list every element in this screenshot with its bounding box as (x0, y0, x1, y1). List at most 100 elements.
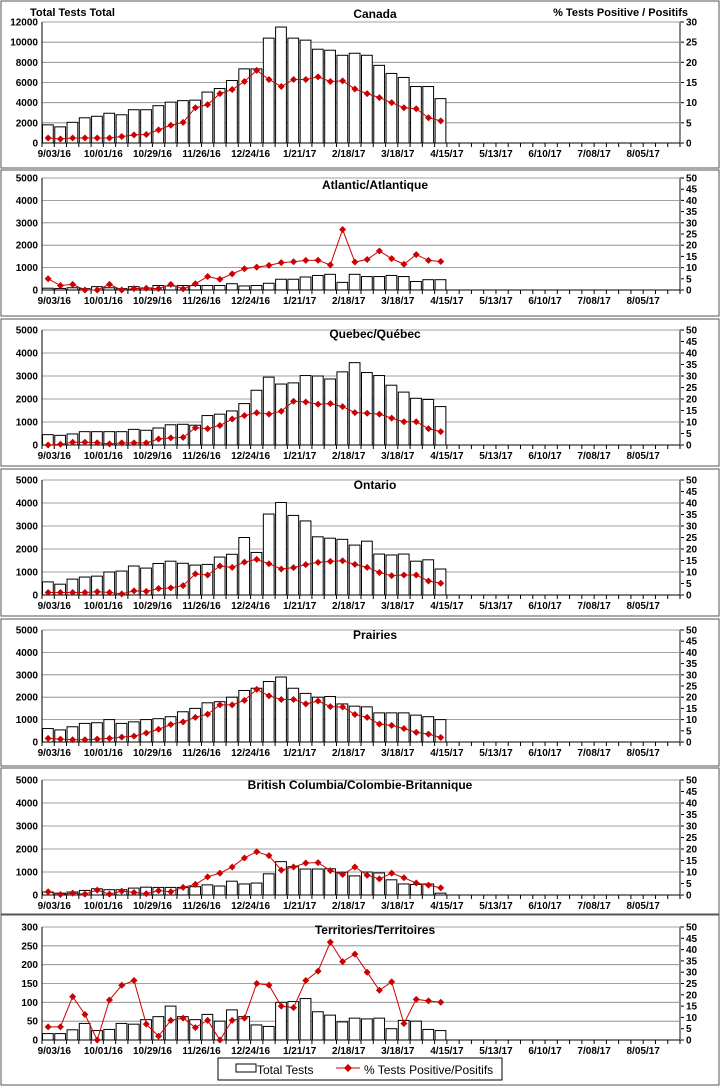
x-tick-label: 6/10/17 (528, 748, 562, 759)
pct-point (437, 884, 445, 892)
x-tick-label: 2/18/17 (332, 748, 366, 759)
panel-prairies: 0100020003000400050000510152025303540455… (0, 618, 720, 767)
bar (397, 883, 410, 896)
pct-point (191, 1024, 199, 1032)
pct-point (400, 1020, 408, 1028)
pct-point (167, 721, 175, 729)
x-tick-label: 11/26/16 (182, 901, 221, 912)
bar (287, 382, 300, 446)
x-tick-label: 6/10/17 (528, 601, 562, 612)
pct-point (228, 270, 236, 278)
x-tick-label: 12/24/16 (231, 748, 270, 759)
bar (397, 276, 410, 291)
legend-diamond-icon (344, 1064, 352, 1072)
x-tick-label: 10/01/16 (84, 451, 123, 462)
y2-tick-label: 40 (686, 196, 698, 207)
pct-point (44, 734, 52, 742)
y-tick-label: 10000 (10, 38, 38, 49)
bar (410, 1020, 422, 1041)
pct-point (277, 565, 285, 573)
x-tick-label: 11/26/16 (182, 1046, 221, 1057)
pct-point (437, 428, 445, 436)
y2-tick-label: 30 (686, 968, 698, 979)
pct-point (118, 590, 126, 598)
x-tick-label: 4/15/17 (430, 296, 464, 307)
x-tick-label: 1/21/17 (283, 149, 317, 160)
pct-point (314, 400, 322, 408)
bar (226, 283, 238, 291)
y-tick-label: 4000 (16, 648, 39, 659)
pct-point (56, 135, 64, 143)
pct-point (290, 564, 298, 572)
y2-tick-label: 40 (686, 349, 698, 360)
x-tick-label: 10/29/16 (133, 1046, 172, 1057)
y-tick-label: 3000 (16, 822, 39, 833)
x-tick-label: 10/29/16 (133, 296, 172, 307)
y2-tick-label: 25 (686, 533, 698, 544)
pct-point (179, 433, 187, 441)
pct-point (81, 890, 89, 898)
y2-tick-label: 40 (686, 799, 698, 810)
x-tick-label: 12/24/16 (231, 1046, 270, 1057)
pct-point (253, 848, 261, 856)
pct-point (179, 1014, 187, 1022)
bar (287, 37, 300, 144)
pct-point (375, 720, 383, 728)
pct-point (265, 410, 273, 418)
panel-territories-territoires: 050100150200250300051015202530354045509/… (0, 914, 720, 1086)
pct-point (69, 588, 77, 596)
y-tick-label: 5000 (16, 776, 39, 787)
x-tick-label: 4/15/17 (430, 601, 464, 612)
y2-tick-label: 45 (686, 185, 698, 196)
pct-point (142, 131, 150, 139)
pct-point (130, 977, 138, 985)
panel-title: Atlantic/Atlantique (322, 178, 428, 192)
pct-point (142, 1020, 150, 1028)
x-tick-label: 12/24/16 (231, 451, 270, 462)
pct-point (130, 732, 138, 740)
pct-point (412, 879, 420, 887)
pct-point (81, 134, 89, 142)
bar (213, 413, 226, 446)
pct-point (228, 86, 236, 94)
x-tick-label: 6/10/17 (528, 296, 562, 307)
bar (201, 884, 214, 896)
pct-point (302, 977, 310, 985)
x-tick-label: 10/01/16 (84, 748, 123, 759)
pct-point (265, 852, 273, 860)
pct-point (400, 418, 408, 426)
pct-point (130, 285, 138, 293)
bar (201, 563, 214, 596)
pct-point (339, 871, 347, 879)
x-tick-label: 7/08/17 (577, 901, 611, 912)
pct-point (130, 439, 138, 447)
bar (336, 281, 349, 291)
pct-point (167, 888, 175, 896)
bar (238, 883, 251, 896)
pct-point (424, 577, 432, 585)
bar (324, 696, 336, 743)
pct-point (105, 280, 113, 288)
pct-point (277, 83, 285, 91)
y-tick-label: 2000 (16, 395, 39, 406)
pct-point (167, 280, 175, 288)
y-tick-label: 0 (32, 1036, 38, 1047)
y2-tick-label: 35 (686, 659, 698, 670)
pct-point (93, 588, 101, 596)
x-tick-label: 5/13/17 (479, 1046, 513, 1057)
x-tick-label: 11/26/16 (182, 149, 221, 160)
y-tick-label: 0 (32, 441, 38, 452)
pct-point (69, 438, 77, 446)
y-tick-label: 3000 (16, 218, 39, 229)
y2-tick-label: 20 (686, 241, 698, 252)
x-tick-label: 2/18/17 (332, 149, 366, 160)
y-tick-label: 4000 (16, 98, 39, 109)
y2-tick-label: 10 (686, 568, 698, 579)
pct-point (339, 77, 347, 85)
y2-tick-label: 0 (686, 286, 692, 297)
pct-point (339, 958, 347, 966)
bar (324, 1014, 336, 1041)
bar (348, 52, 361, 144)
x-tick-label: 3/18/17 (381, 1046, 415, 1057)
pct-point (167, 1016, 175, 1024)
